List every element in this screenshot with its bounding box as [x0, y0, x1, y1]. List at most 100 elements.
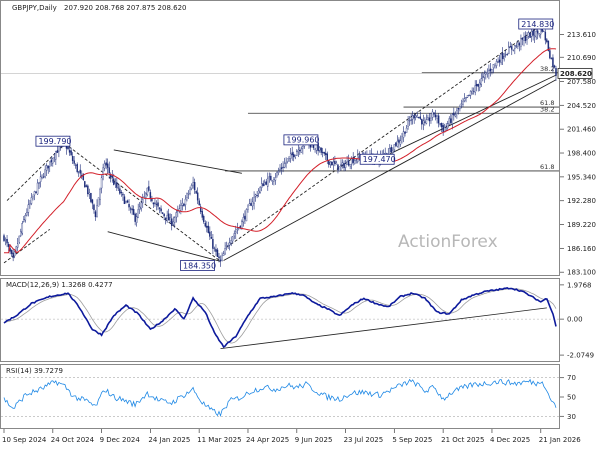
price-header: GBPJPY,Daily 207.920 208.768 207.875 208… [12, 4, 187, 12]
candle-body [187, 193, 190, 195]
candle-body [341, 162, 344, 165]
macd-trend-line [220, 307, 547, 349]
candle-body [312, 145, 315, 148]
candle-body [414, 115, 417, 118]
candle-body [183, 203, 185, 207]
candle-body [10, 249, 13, 254]
candle-body [549, 50, 551, 59]
candle-body [460, 103, 463, 105]
candle-body [437, 115, 440, 124]
price-label-text: 199.790 [38, 137, 71, 146]
rsi-y-tick-label: 50 [567, 394, 576, 402]
candle-body [552, 57, 554, 67]
candle-body [108, 167, 110, 174]
candle-body [164, 217, 167, 220]
candle-body [547, 40, 550, 51]
candle-body [453, 112, 455, 116]
price-label-box [359, 153, 395, 165]
candle-body [123, 196, 126, 205]
candle-body [85, 185, 88, 187]
candle-body [68, 150, 71, 153]
price-label-box [35, 135, 71, 147]
price-label-box [518, 18, 554, 30]
candle-body [74, 164, 77, 166]
x-tick-label: 11 Mar 2025 [197, 436, 241, 444]
candle-body [192, 182, 194, 186]
candle-body [419, 116, 422, 119]
candle-body [442, 125, 444, 133]
candle-body [140, 202, 142, 209]
candle-body [56, 150, 59, 153]
candle-body [73, 160, 75, 164]
candle-body [41, 174, 43, 178]
candle-body [443, 127, 446, 133]
candle-body [286, 158, 289, 162]
candle-body [486, 72, 489, 74]
candle-body [320, 147, 322, 153]
candle-body [82, 173, 85, 181]
candle-body [418, 116, 420, 118]
candle-body [462, 101, 464, 105]
candle-body [323, 151, 325, 154]
candle-body [270, 175, 272, 181]
candle-body [196, 192, 199, 201]
candle-body [532, 30, 534, 36]
candle-body [42, 176, 45, 178]
last-price-box [557, 67, 593, 79]
candle-body [97, 197, 100, 207]
candle-body [543, 30, 545, 32]
candle-body [407, 120, 409, 127]
candle-body [523, 37, 525, 41]
candle-body [296, 151, 298, 157]
candle-body [20, 231, 22, 237]
candle-body [485, 72, 487, 75]
candle-body [152, 202, 155, 205]
candle-body [411, 115, 414, 120]
candle-body [422, 120, 425, 125]
price-label-box [283, 134, 319, 146]
candle-body [172, 221, 174, 225]
candle-body [335, 162, 338, 165]
candle-body [257, 190, 260, 194]
candle-body [161, 212, 164, 214]
candle-body [358, 156, 361, 158]
candle-body [353, 159, 356, 165]
candle-body [399, 140, 402, 145]
candle-body [268, 176, 271, 178]
candle-body [491, 69, 493, 73]
candle-body [509, 46, 511, 48]
candle-body [221, 255, 223, 261]
candle-body [450, 118, 452, 123]
candle-body [227, 245, 229, 247]
candle-body [157, 202, 159, 207]
price-label-text: 214.830 [521, 20, 554, 29]
candle-body [408, 120, 411, 122]
candle-body [343, 163, 345, 169]
candle-body [206, 225, 208, 228]
candle-body [199, 206, 202, 212]
candle-body [300, 148, 303, 153]
candle-body [494, 63, 496, 67]
candle-body [475, 83, 478, 87]
candle-body [506, 54, 508, 55]
candle-body [70, 150, 72, 156]
price-y-tick-label: 207.580 [567, 78, 596, 86]
candle-body [352, 157, 354, 163]
candle-body [132, 208, 135, 215]
fib-level-label: 38.2 [540, 65, 554, 73]
candle-body [277, 171, 280, 173]
candle-body [492, 64, 495, 69]
candle-body [6, 239, 8, 244]
candle-body [480, 78, 483, 85]
candle-body [463, 98, 466, 102]
candle-body [527, 32, 530, 37]
candle-body [18, 235, 20, 243]
price-y-tick-label: 210.690 [567, 54, 596, 62]
candle-body [279, 169, 281, 171]
candle-body [451, 114, 454, 125]
candle-body [241, 221, 243, 230]
candle-body [350, 158, 353, 165]
candle-body [294, 154, 296, 158]
candle-body [483, 73, 486, 78]
candle-body [122, 193, 124, 196]
